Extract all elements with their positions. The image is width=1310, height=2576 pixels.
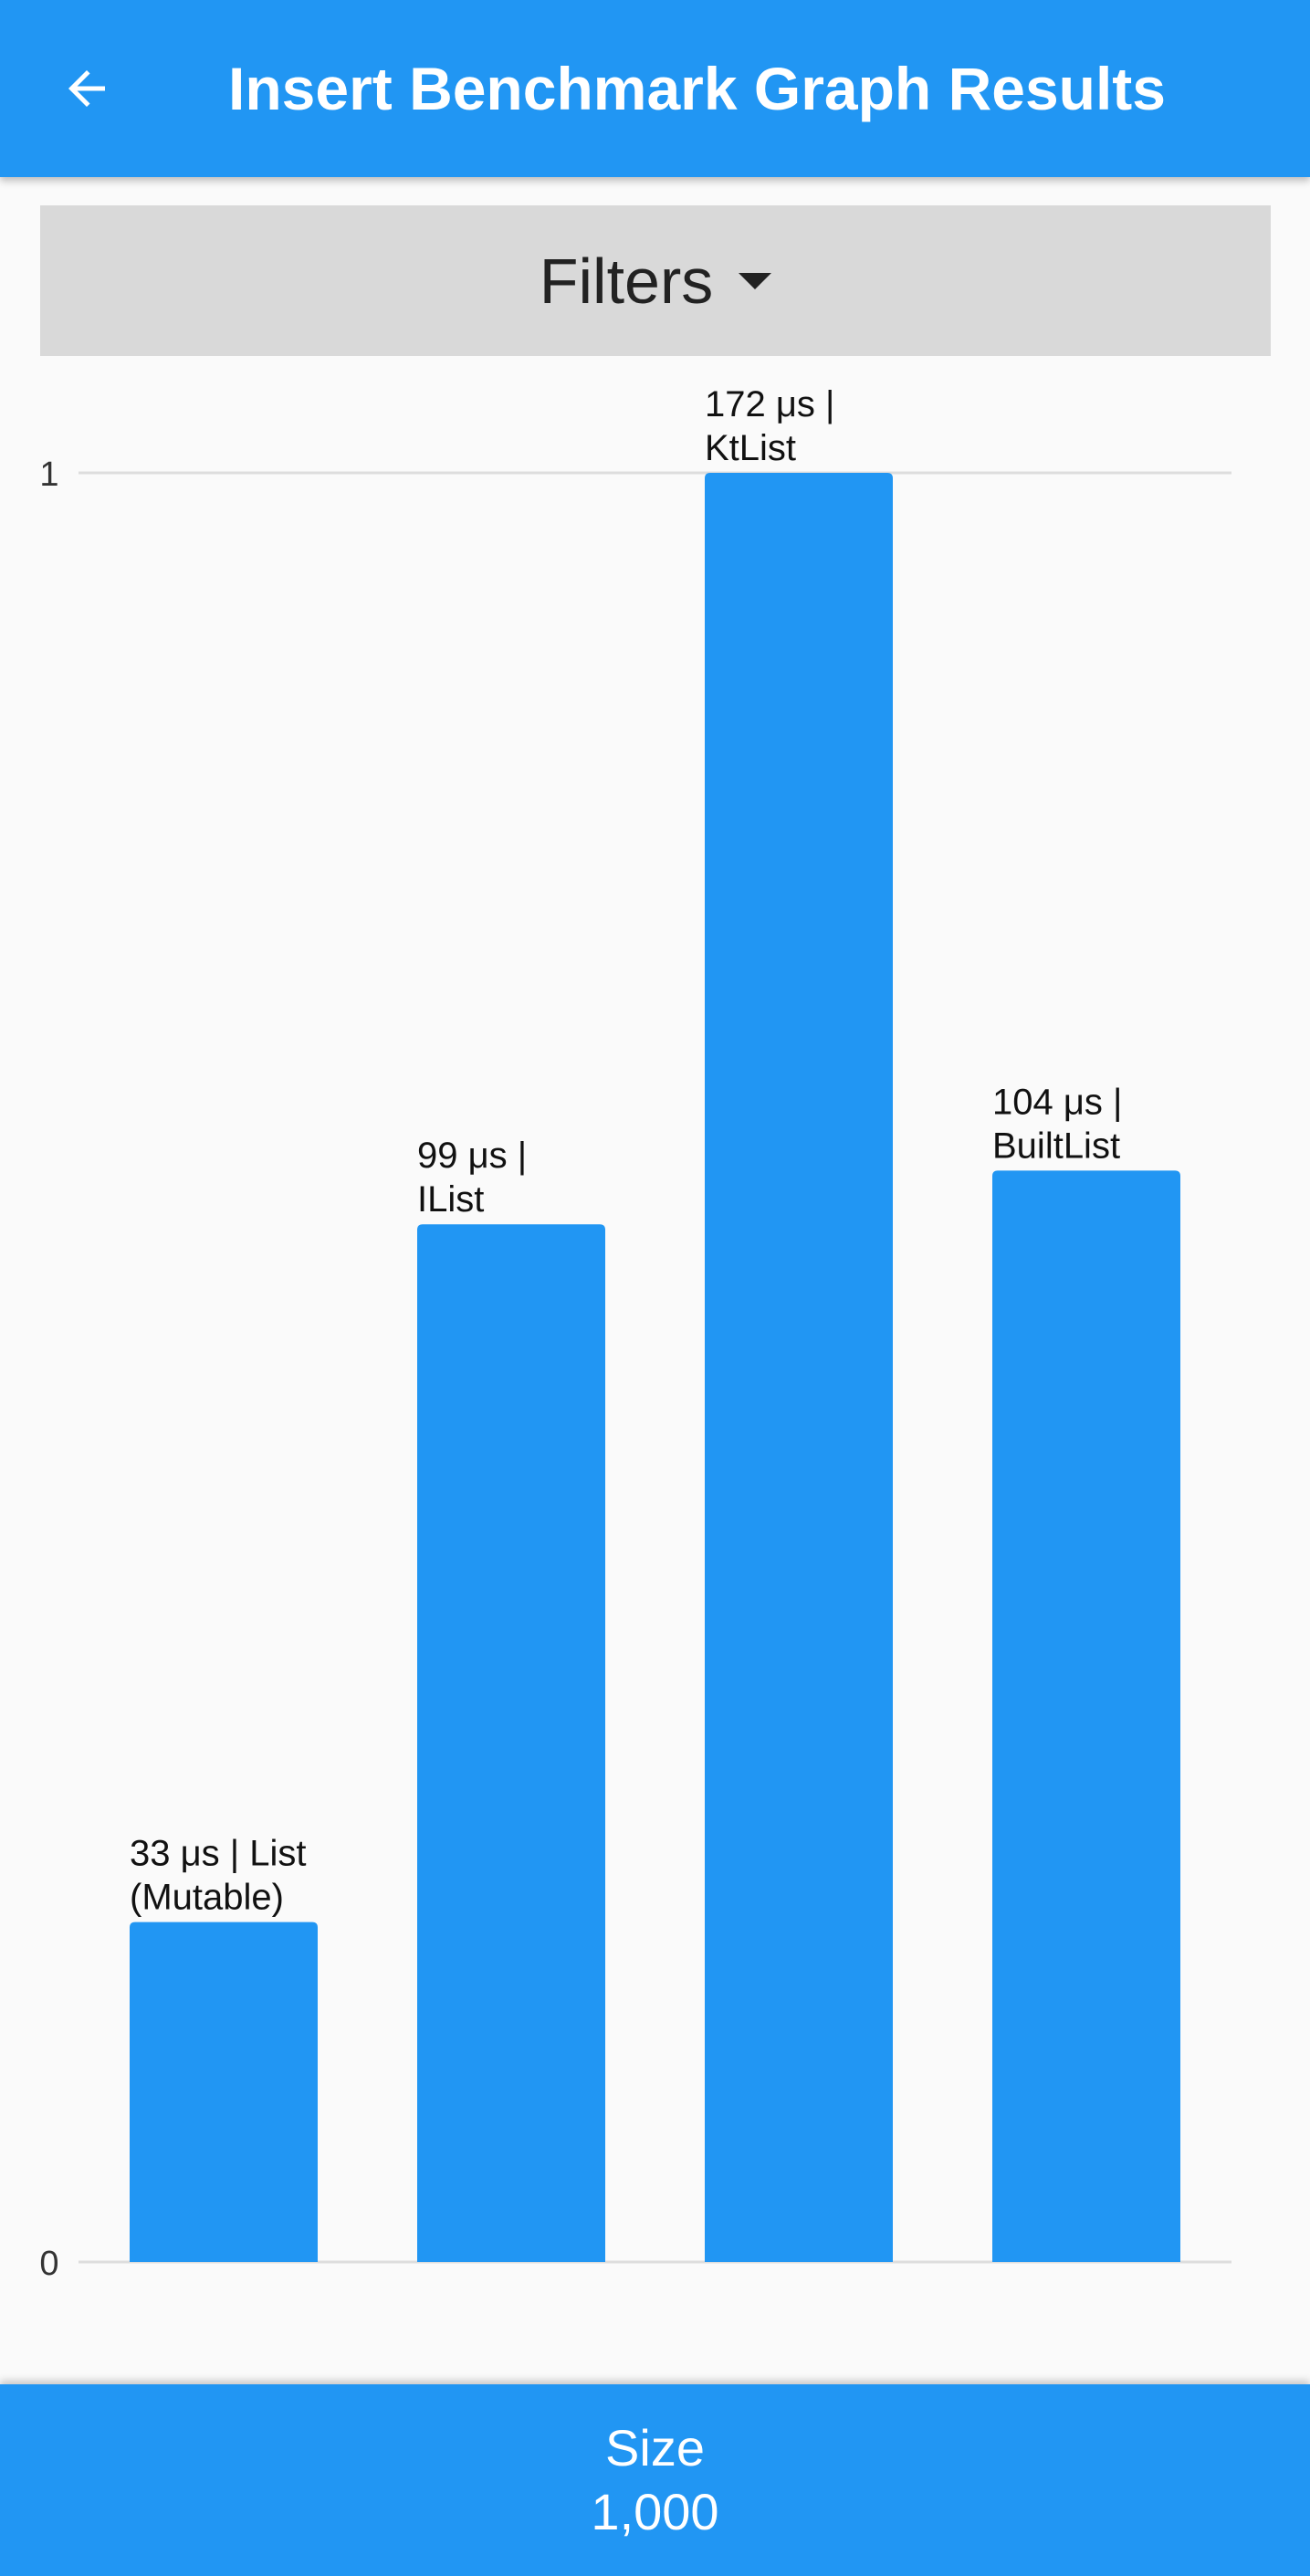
- size-label: Size: [605, 2419, 705, 2477]
- bar-label: 99 μs | IList: [417, 1136, 527, 1220]
- bar-chart: 0 1 33 μs | List (Mutable) 99 μs | IList 172 μ…: [0, 365, 1310, 2378]
- dropdown-caret-icon: [739, 272, 772, 289]
- arrow-back-icon: [68, 70, 105, 107]
- y-tick-label: 1: [39, 456, 58, 494]
- back-button[interactable]: [46, 47, 128, 130]
- app-bar: Insert Benchmark Graph Results: [0, 0, 1310, 177]
- bar: [705, 473, 893, 2262]
- bar-label: 104 μs | BuiltList: [992, 1082, 1122, 1166]
- bar-label: 172 μs | KtList: [705, 384, 834, 468]
- bar-label: 33 μs | List (Mutable): [130, 1834, 307, 1918]
- size-selector-bar[interactable]: Size 1,000: [0, 2384, 1310, 2576]
- filters-label: Filters: [539, 245, 714, 317]
- bar: [992, 1170, 1180, 2262]
- page-title: Insert Benchmark Graph Results: [228, 55, 1166, 122]
- size-value: 1,000: [591, 2483, 719, 2540]
- filters-dropdown-button[interactable]: Filters: [40, 205, 1271, 356]
- bar-chart-svg: 0 1 33 μs | List (Mutable) 99 μs | IList 172 μ…: [39, 384, 1231, 2283]
- bar: [417, 1224, 605, 2262]
- y-tick-label: 0: [39, 2245, 58, 2283]
- bar: [130, 1922, 318, 2262]
